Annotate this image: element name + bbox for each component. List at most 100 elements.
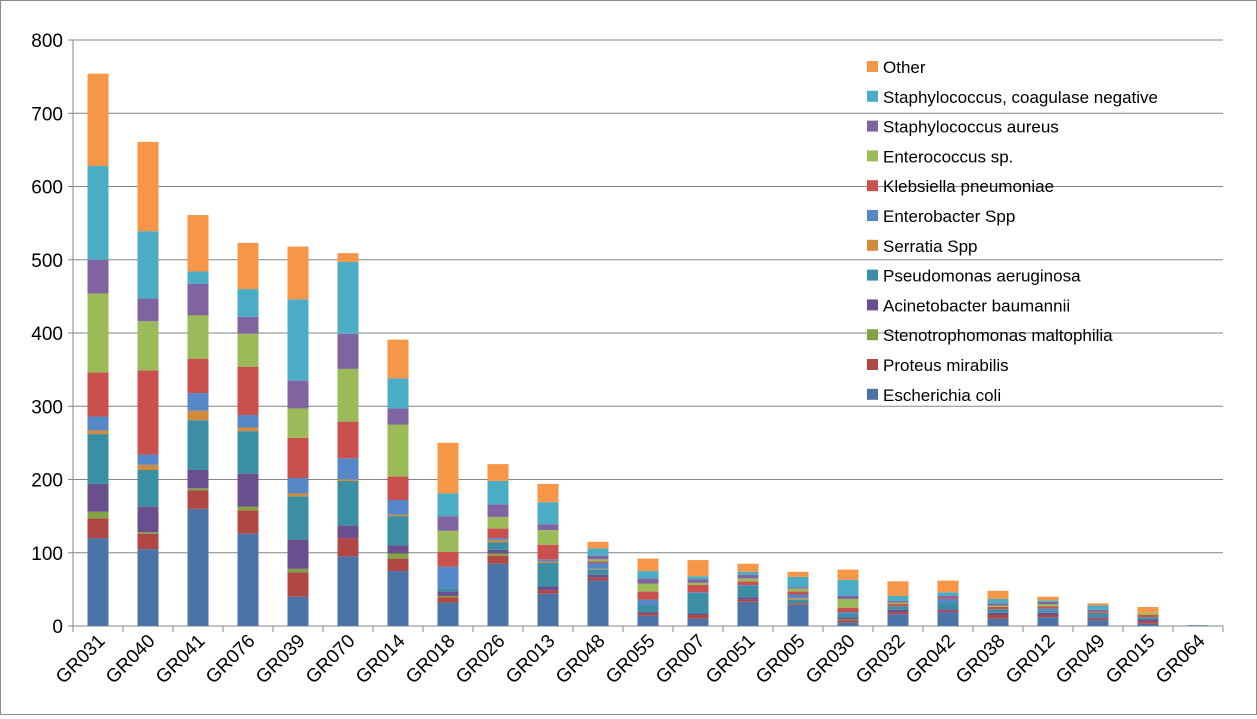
bar-segment-staphylococcus-coagulase-negative [387, 378, 409, 409]
bar-segment-escherichia-coli [487, 563, 509, 626]
bar-segment-staphylococcus-aureus [287, 380, 309, 409]
bar-segment-pseudomonas-aeruginosa [637, 605, 659, 613]
bar-segment-serratia-spp [137, 464, 159, 470]
bar-segment-staphylococcus-coagulase-negative [687, 576, 709, 580]
bar-segment-escherichia-coli [287, 596, 309, 626]
bar-segment-other [987, 590, 1009, 599]
bar-segment-other [187, 215, 209, 272]
bar-segment-staphylococcus-aureus [837, 595, 859, 599]
bar-segment-klebsiella-pneumoniae [637, 591, 659, 600]
bar-segment-pseudomonas-aeruginosa [887, 606, 909, 610]
bar-segment-staphylococcus-coagulase-negative [1087, 605, 1109, 610]
legend-label: Other [883, 58, 926, 77]
bar-segment-escherichia-coli [187, 508, 209, 626]
bar-segment-enterobacter-spp [537, 559, 559, 562]
bar-segment-enterobacter-spp [937, 598, 959, 603]
bar-segment-enterobacter-spp [87, 416, 109, 431]
bar-segment-enterobacter-spp [787, 594, 809, 599]
legend-label: Proteus mirabilis [883, 356, 1009, 375]
bar-segment-staphylococcus-aureus [187, 283, 209, 316]
legend-label: Acinetobacter baumannii [883, 296, 1070, 315]
bar-segment-escherichia-coli [787, 604, 809, 626]
bar-segment-serratia-spp [87, 430, 109, 435]
bar-segment-enterococcus-sp [537, 530, 559, 545]
bar-segment-staphylococcus-aureus [887, 601, 909, 603]
bar-segment-klebsiella-pneumoniae [687, 584, 709, 593]
y-tick-label: 400 [31, 324, 63, 345]
bar-segment-serratia-spp [237, 427, 259, 432]
bar-segment-escherichia-coli [987, 618, 1009, 626]
bar-segment-serratia-spp [537, 561, 559, 564]
bar-segment-klebsiella-pneumoniae [587, 561, 609, 564]
bar-segment-enterococcus-sp [637, 583, 659, 592]
bar-segment-other [637, 558, 659, 572]
bar-segment-staphylococcus-coagulase-negative [287, 299, 309, 381]
bar-segment-escherichia-coli [587, 580, 609, 626]
bar-segment-acinetobacter-baumannii [887, 609, 909, 613]
bar-segment-klebsiella-pneumoniae [1087, 611, 1109, 613]
bar-segment-stenotrophomonas-maltophilia [387, 553, 409, 559]
bar-segment-acinetobacter-baumannii [287, 539, 309, 569]
bar-segment-pseudomonas-aeruginosa [987, 609, 1009, 613]
bar-segment-staphylococcus-aureus [987, 603, 1009, 606]
bar-segment-pseudomonas-aeruginosa [737, 585, 759, 598]
legend-swatch [867, 120, 878, 132]
x-tick-label: GR015 [1102, 631, 1159, 688]
bar-segment-acinetobacter-baumannii [387, 545, 409, 554]
bar-segment-proteus-mirabilis [537, 590, 559, 594]
bar-segment-staphylococcus-coagulase-negative [87, 165, 109, 260]
bar-segment-klebsiella-pneumoniae [937, 597, 959, 599]
legend-label: Escherichia coli [883, 386, 1001, 405]
bar-segment-other [387, 339, 409, 379]
legend-swatch [867, 61, 878, 72]
bar-segment-klebsiella-pneumoniae [337, 421, 359, 459]
legend-label: Serratia Spp [883, 237, 978, 256]
bar-segment-staphylococcus-aureus [137, 298, 159, 322]
bar-segment-other [937, 580, 959, 593]
bar-segment-escherichia-coli [687, 618, 709, 626]
bar-segment-other [437, 442, 459, 494]
bar-segment-enterobacter-spp [1037, 608, 1059, 611]
bar-segment-stenotrophomonas-maltophilia [237, 506, 259, 511]
bar-segment-klebsiella-pneumoniae [737, 581, 759, 585]
bar-segment-other [887, 581, 909, 596]
y-tick-label: 600 [31, 178, 63, 199]
bar-segment-enterobacter-spp [187, 393, 209, 411]
bar-segment-acinetobacter-baumannii [987, 612, 1009, 616]
bar-segment-staphylococcus-aureus [87, 259, 109, 294]
bar-segment-pseudomonas-aeruginosa [1037, 610, 1059, 613]
bar-segment-staphylococcus-aureus [487, 504, 509, 517]
bar-segment-proteus-mirabilis [487, 555, 509, 564]
bar-segment-proteus-mirabilis [237, 510, 259, 534]
bar-segment-staphylococcus-coagulase-negative [787, 576, 809, 588]
bar-segment-proteus-mirabilis [787, 603, 809, 605]
bar-segment-proteus-mirabilis [1137, 621, 1159, 624]
bar-segment-acinetobacter-baumannii [637, 612, 659, 614]
bar-segment-escherichia-coli [637, 615, 659, 626]
bar-segment-stenotrophomonas-maltophilia [487, 553, 509, 556]
bar-segment-proteus-mirabilis [87, 518, 109, 539]
bar-segment-enterococcus-sp [787, 588, 809, 592]
x-tick-label: GR042 [902, 631, 959, 688]
bar-segment-acinetobacter-baumannii [487, 549, 509, 554]
bar-segment-klebsiella-pneumoniae [537, 544, 559, 560]
bar-segment-enterococcus-sp [587, 559, 609, 562]
bar-segment-klebsiella-pneumoniae [1137, 615, 1159, 618]
x-tick-label: GR038 [952, 631, 1009, 688]
bar-segment-other [1087, 603, 1109, 606]
bar-segment-enterococcus-sp [237, 333, 259, 367]
axes [68, 39, 1224, 632]
bar-segment-pseudomonas-aeruginosa [187, 420, 209, 470]
bar-segment-pseudomonas-aeruginosa [787, 599, 809, 604]
bar-segment-klebsiella-pneumoniae [1037, 606, 1059, 609]
bar-segment-klebsiella-pneumoniae [187, 358, 209, 394]
bar-segment-acinetobacter-baumannii [837, 617, 859, 620]
x-tick-label: GR007 [652, 631, 709, 688]
x-tick-label: GR031 [52, 631, 109, 688]
bar-segment-acinetobacter-baumannii [137, 506, 159, 533]
gridlines [73, 39, 1223, 554]
bar-segment-enterococcus-sp [887, 602, 909, 605]
bar-segment-serratia-spp [337, 479, 359, 481]
bar-segment-enterobacter-spp [487, 538, 509, 541]
bar-segment-staphylococcus-aureus [1087, 609, 1109, 612]
